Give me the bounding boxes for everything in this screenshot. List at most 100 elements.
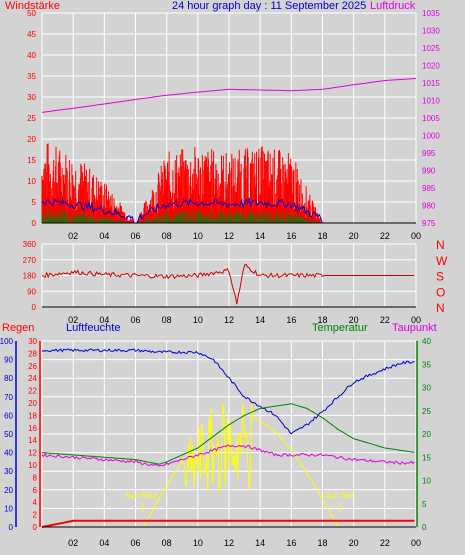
rain-line: [41, 519, 415, 528]
wind-label: Windstärke: [5, 0, 60, 12]
temperature-tick-label: 40: [422, 337, 431, 346]
temperature-tick-label: 20: [422, 430, 431, 439]
pressure-tick-label: 980: [422, 202, 436, 211]
x-tick-label: 08: [162, 538, 172, 548]
compass-label: W: [436, 254, 448, 268]
compass-label: N: [436, 301, 445, 315]
humidity-tick-label: 0: [9, 523, 14, 532]
rain-tick-label: 22: [28, 387, 37, 396]
pressure-tick-label: 975: [422, 219, 436, 228]
direction-tick-label: 0: [32, 303, 37, 312]
panel-wind-pressure: Windstärke 24 hour graph day : 11 Septem…: [5, 0, 440, 241]
rain-tick-label: 10: [28, 461, 37, 470]
temperature-line: [41, 403, 415, 465]
pressure-tick-label: 990: [422, 167, 436, 176]
x-tick-label: 06: [130, 315, 140, 325]
humidity-label: Luftfeuchte: [66, 322, 120, 334]
x-tick-label: 10: [193, 231, 203, 241]
sun-rise-label: Sun Rise: [125, 491, 158, 500]
rain-tick-label: 16: [28, 424, 37, 433]
panel1-right-ticks: 1035 1030 1025 1020 1015 1010 1005 1000 995 990 98…: [422, 9, 440, 228]
x-tick-label: 18: [317, 315, 327, 325]
pressure-tick-label: 1020: [422, 62, 440, 71]
rain-tick-label: 14: [28, 436, 37, 445]
x-tick-label: 22: [380, 315, 390, 325]
rain-tick-label: 30: [28, 337, 37, 346]
temperature-tick-label: 0: [422, 523, 427, 532]
rain-tick-label: 8: [33, 473, 38, 482]
x-tick-label: 02: [68, 231, 78, 241]
panel3-x-ticks: 02 04 06 08 10 12 14 16 18 20 22 00: [68, 538, 421, 548]
rain-tick-label: 12: [28, 449, 37, 458]
pressure-line: [41, 78, 417, 113]
wind-direction-line: [41, 263, 415, 305]
humidity-line: [41, 348, 415, 435]
direction-tick-label: 180: [23, 272, 37, 281]
humidity-tick-label: 40: [4, 449, 13, 458]
panel2-left-ticks: 360 270 180 90 0: [23, 240, 37, 312]
x-tick-label: 12: [224, 538, 234, 548]
x-tick-label: 16: [286, 231, 296, 241]
panel-humidity-temperature: Regen Luftfeuchte Temperatur Taupunkt 10…: [0, 322, 437, 548]
direction-tick-label: 270: [23, 256, 37, 265]
temperature-tick-label: 5: [422, 500, 427, 509]
rain-tick-label: 24: [28, 374, 37, 383]
pressure-tick-label: 985: [422, 184, 436, 193]
compass-label: N: [436, 238, 445, 252]
x-tick-label: 14: [255, 315, 265, 325]
rain-tick-label: 18: [28, 411, 37, 420]
compass-label: S: [436, 270, 444, 284]
x-tick-label: 06: [130, 231, 140, 241]
wind-tick-label: 0: [32, 219, 37, 228]
panel3-grid: [41, 340, 417, 528]
rain-tick-label: 0: [33, 523, 38, 532]
rain-tick-label: 2: [33, 511, 38, 520]
x-tick-label: 12: [224, 231, 234, 241]
x-tick-label: 08: [162, 315, 172, 325]
x-tick-label: 22: [380, 231, 390, 241]
pressure-tick-label: 1005: [422, 114, 440, 123]
x-tick-label: 18: [317, 231, 327, 241]
temperature-tick-label: 10: [422, 477, 431, 486]
humidity-tick-label: 70: [4, 393, 13, 402]
wind-tick-label: 30: [27, 93, 36, 102]
x-tick-label: 04: [99, 315, 109, 325]
x-tick-label: 08: [162, 231, 172, 241]
wind-tick-label: 10: [27, 177, 36, 186]
x-tick-label: 16: [286, 538, 296, 548]
x-tick-label: 10: [193, 538, 203, 548]
dewpoint-label: Taupunkt: [392, 322, 437, 334]
humidity-tick-label: 50: [4, 430, 13, 439]
x-tick-label: 16: [286, 315, 296, 325]
rain-tick-label: 20: [28, 399, 37, 408]
dewpoint-line: [41, 444, 415, 467]
x-tick-label: 10: [193, 315, 203, 325]
chart-title: 24 hour graph day : 11 September 2025: [172, 0, 366, 12]
wind-tick-label: 20: [27, 135, 36, 144]
humidity-tick-label: 80: [4, 374, 13, 383]
x-tick-label: 02: [68, 538, 78, 548]
x-tick-label: 14: [255, 538, 265, 548]
wind-tick-label: 15: [27, 156, 36, 165]
x-tick-label: 04: [99, 231, 109, 241]
x-tick-label: 00: [411, 315, 421, 325]
humidity-tick-label: 100: [0, 337, 14, 346]
pressure-tick-label: 1010: [422, 97, 440, 106]
humidity-tick-label: 20: [4, 486, 13, 495]
temperature-tick-label: 35: [422, 360, 431, 369]
wind-tick-label: 40: [27, 51, 36, 60]
rain-tick-label: 26: [28, 362, 37, 371]
pressure-tick-label: 1030: [422, 27, 440, 36]
pressure-tick-label: 995: [422, 149, 436, 158]
wind-tick-label: 45: [27, 30, 36, 39]
rain-tick-label: 4: [33, 498, 38, 507]
x-tick-label: 22: [380, 538, 390, 548]
rain-label: Regen: [2, 322, 34, 334]
wind-series: [41, 143, 323, 224]
x-tick-label: 14: [255, 231, 265, 241]
